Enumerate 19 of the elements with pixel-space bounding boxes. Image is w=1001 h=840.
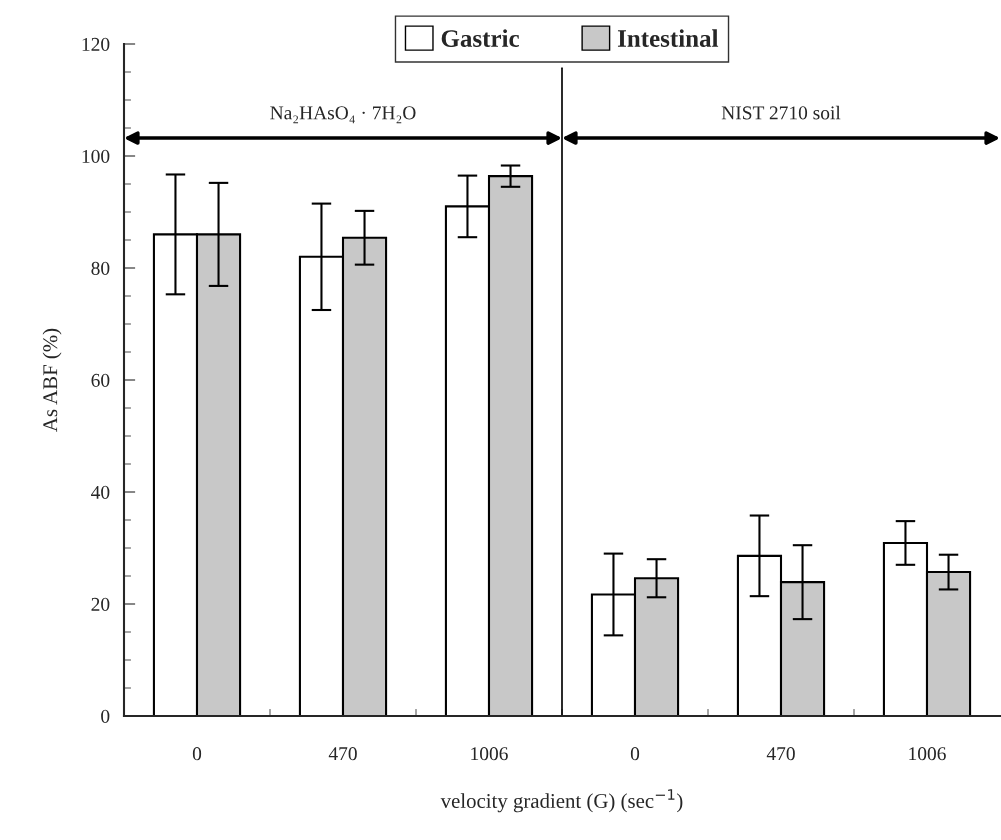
annotation: Na₂HAsO₄ · 7H₂O [270, 106, 416, 124]
x-tick-label: 1006 [909, 747, 946, 761]
x-tick-label: 470 [328, 747, 357, 761]
annotation: NIST 2710 soil [721, 105, 841, 120]
y-tick-label: 0 [101, 709, 110, 723]
y-tick-label: 20 [91, 597, 110, 611]
x-tick-label: 0 [192, 747, 202, 761]
x-tick-label: 1006 [471, 747, 508, 761]
y-tick-label: 120 [82, 37, 110, 51]
y-tick-label: 40 [91, 485, 110, 499]
y-tick-label: 100 [82, 149, 110, 163]
y-axis-title: As ABF (%) [42, 328, 62, 432]
y-tick-label: 60 [91, 373, 110, 387]
x-axis-title: velocity gradient (G) (sec$^{−1}$) [440, 789, 683, 813]
legend-label: Intestinal [617, 29, 719, 47]
legend-label: Gastric [441, 29, 519, 47]
y-tick-label: 80 [91, 261, 110, 275]
x-tick-label: 0 [630, 747, 640, 761]
x-tick-label: 470 [766, 747, 795, 761]
